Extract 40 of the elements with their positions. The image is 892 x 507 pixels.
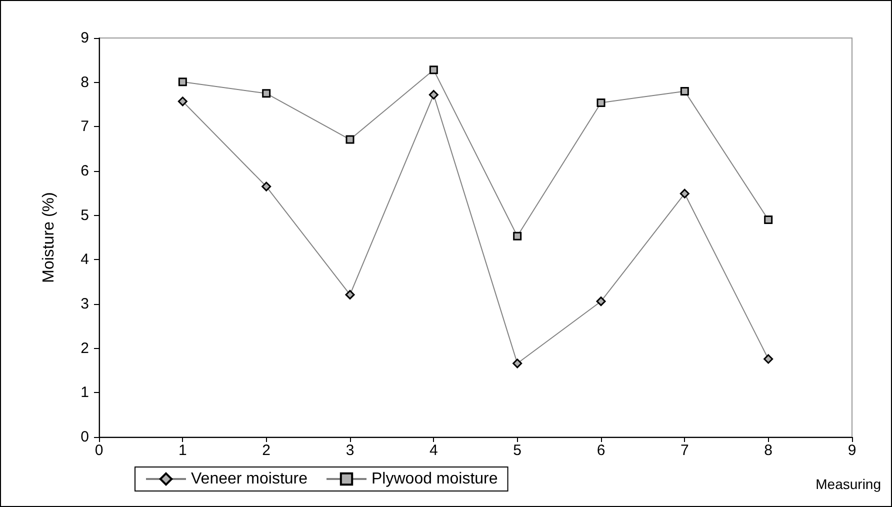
point — [596, 98, 606, 107]
point — [680, 86, 689, 96]
point — [345, 290, 355, 300]
point — [178, 96, 188, 106]
x-tick-label: 9 — [848, 442, 856, 459]
y-tick-label: 6 — [80, 162, 89, 180]
x-tick-label: 0 — [94, 442, 104, 459]
x-tick-label: 7 — [680, 442, 689, 459]
point — [764, 216, 773, 224]
legend-label: Plywood moisture — [372, 470, 498, 488]
y-tick-label: 4 — [80, 251, 89, 268]
point — [262, 182, 272, 192]
point — [346, 135, 354, 144]
x-tick-label: 5 — [513, 442, 522, 459]
point — [680, 188, 690, 198]
x-tick-label: 3 — [346, 442, 354, 459]
point — [262, 89, 271, 98]
point — [596, 296, 606, 306]
x-tick-label: 1 — [178, 442, 187, 459]
y-axis-title: Moisture (%) — [40, 192, 58, 283]
x-tick-label: 2 — [262, 442, 271, 459]
y-tick-label: 9 — [80, 30, 89, 46]
x-tick-label: 8 — [764, 442, 773, 459]
point — [513, 232, 522, 240]
point — [428, 90, 438, 100]
point — [764, 354, 774, 364]
y-tick-label: 8 — [80, 74, 89, 91]
y-tick-label: 1 — [80, 384, 89, 402]
y-tick-label: 7 — [80, 118, 89, 136]
y-tick-label: 5 — [80, 206, 89, 224]
point — [429, 66, 438, 74]
x-tick-label: 4 — [429, 442, 438, 459]
point — [512, 358, 522, 368]
x-axis-title: Measuring — [816, 476, 882, 492]
y-tick-label: 0 — [80, 428, 89, 446]
x-tick-label: 6 — [596, 442, 606, 459]
y-tick-label: 3 — [80, 296, 89, 312]
y-tick-label: 2 — [80, 340, 89, 357]
point — [178, 78, 187, 86]
legend-label: Veneer moisture — [191, 470, 308, 488]
